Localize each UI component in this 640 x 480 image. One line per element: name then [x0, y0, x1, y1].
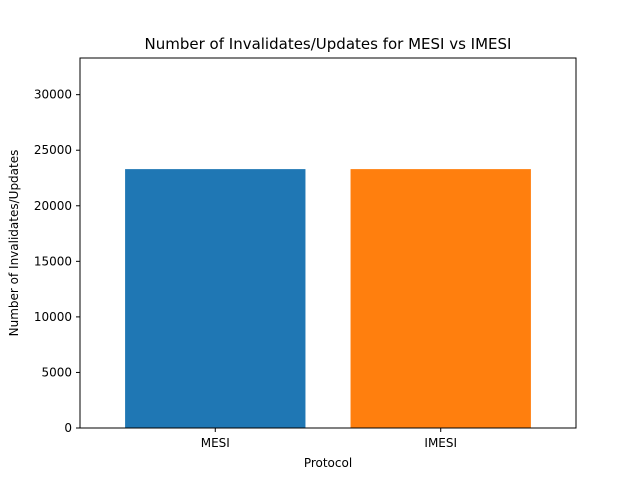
plot-frame — [79, 57, 577, 429]
x-tick-label: MESI — [201, 436, 230, 450]
y-tick-label: 10000 — [34, 310, 72, 324]
x-tick-label: IMESI — [424, 436, 457, 450]
x-axis-ticks: MESI IMESI — [201, 428, 457, 450]
y-tick-label: 25000 — [34, 143, 72, 157]
chart-title: Number of Invalidates/Updates for MESI v… — [145, 35, 512, 53]
y-tick-label: 0 — [64, 421, 72, 435]
bar-mesi — [125, 169, 306, 428]
y-axis-ticks: 0 5000 10000 15000 20000 25000 30000 — [34, 88, 80, 435]
y-tick-label: 30000 — [34, 88, 72, 102]
x-axis-label: Protocol — [304, 456, 352, 470]
y-tick-label: 5000 — [41, 365, 72, 379]
y-tick-label: 15000 — [34, 254, 72, 268]
bars-layer — [125, 169, 531, 428]
bar-imesi — [350, 169, 531, 428]
y-tick-label: 20000 — [34, 199, 72, 213]
y-axis-label: Number of Invalidates/Updates — [7, 150, 21, 337]
